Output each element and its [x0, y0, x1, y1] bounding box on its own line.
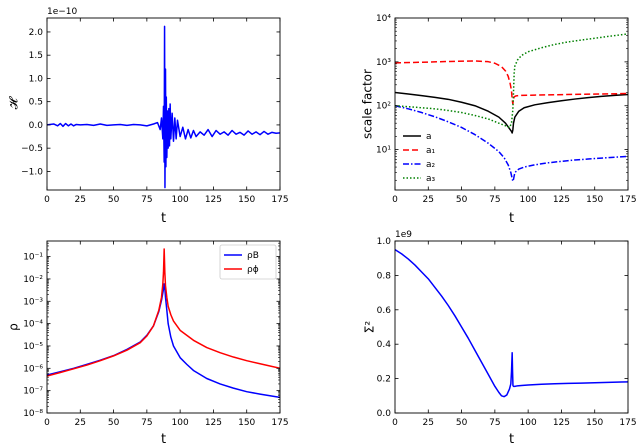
x-tick-label: 25	[75, 418, 86, 428]
y-tick-label: 0.6	[377, 306, 392, 316]
x-axis-title: t	[161, 432, 166, 447]
chart-scale-factors: 0 25 50 75 100 125 150 175 10¹ 10² 10³ 10⁴ t scale fa…	[361, 14, 637, 226]
series-line-4	[395, 33, 628, 129]
x-tick-label: 50	[108, 418, 120, 428]
x-tick-label: 50	[108, 195, 120, 205]
legend: a a₁ a₂ a₃	[403, 132, 436, 184]
plot-frame	[46, 17, 281, 191]
y-tick-label: 10⁻³	[23, 297, 43, 307]
axis-offset-text: 1e9	[395, 230, 412, 240]
y-tick-label: 10⁻⁸	[23, 409, 43, 419]
x-tick-label: 0	[392, 418, 398, 428]
series-line-1	[47, 283, 280, 399]
y-axis-title: Σ²	[363, 321, 377, 334]
legend-label-2: a₁	[426, 146, 436, 156]
x-tick-label: 150	[586, 418, 603, 428]
x-tick-label: 175	[619, 418, 636, 428]
y-tick-label: 10⁻⁴	[23, 320, 43, 330]
x-tick-label: 100	[520, 195, 537, 205]
x-axis-title: t	[161, 211, 166, 226]
x-tick-label: 125	[553, 418, 570, 428]
x-tick-label: 0	[44, 195, 50, 205]
x-tick-label: 50	[456, 418, 468, 428]
y-tick-label: 10¹	[376, 146, 391, 156]
x-tick-label: 175	[619, 195, 636, 205]
x-axis-title: t	[509, 211, 514, 226]
x-tick-label: 150	[586, 195, 603, 205]
y-tick-label: 0.8	[377, 271, 392, 281]
y-tick-label: 10³	[376, 58, 391, 68]
x-tick-label: 100	[520, 418, 537, 428]
x-tick-label: 100	[172, 418, 189, 428]
x-tick-label: 100	[172, 195, 189, 205]
chart-energy-density: 0 25 50 75 100 125 150 175 10⁻⁸ 10⁻⁷ 10⁻⁶ 10⁻⁵ 10⁻⁴ 1…	[7, 240, 289, 447]
legend-label-1: ρB	[247, 251, 259, 261]
y-tick-label: 0.0	[377, 409, 392, 419]
y-tick-label: 10⁻⁷	[23, 387, 43, 397]
x-tick-label: 175	[271, 418, 288, 428]
y-tick-label: 0.2	[377, 375, 391, 385]
y-tick-label: 0.4	[377, 340, 392, 350]
y-tick-label: 10⁻⁵	[23, 342, 43, 352]
y-tick-label: 1.0	[377, 237, 392, 247]
x-tick-label: 0	[44, 418, 50, 428]
x-tick-label: 75	[489, 195, 500, 205]
x-tick-label: 125	[205, 418, 222, 428]
y-tick-label: 10²	[376, 102, 391, 112]
series-line-3	[395, 105, 628, 182]
legend-box	[219, 244, 277, 280]
x-tick-label: 75	[141, 418, 152, 428]
y-tick-label: 0.5	[29, 98, 43, 108]
y-tick-label: 1.5	[29, 51, 43, 61]
y-tick-label: 2.0	[29, 28, 44, 38]
series-line-2	[395, 60, 628, 105]
series-line-1	[395, 91, 628, 134]
x-tick-label: 175	[271, 195, 288, 205]
chart-hamiltonian: 0 25 50 75 100 125 150 175 −1.0 −0.5 0.0 0.5 1.0 1.5 2…	[7, 7, 289, 226]
y-axis-title: 𝓗	[7, 95, 21, 109]
legend-label-3: a₂	[426, 160, 436, 170]
x-tick-label: 125	[205, 195, 222, 205]
legend-label-4: a₃	[426, 174, 436, 184]
x-tick-label: 50	[456, 195, 468, 205]
x-tick-label: 75	[141, 195, 152, 205]
x-tick-label: 25	[423, 195, 434, 205]
plot-frame	[394, 17, 629, 191]
legend-label-1: a	[426, 132, 432, 142]
x-tick-label: 150	[238, 418, 255, 428]
x-axis-title: t	[509, 432, 514, 447]
x-tick-label: 0	[392, 195, 398, 205]
series-line-1	[47, 25, 280, 189]
y-tick-label: 10⁻²	[23, 275, 43, 285]
y-axis-title: scale factor	[361, 69, 375, 139]
x-tick-label: 25	[75, 195, 86, 205]
x-tick-label: 150	[238, 195, 255, 205]
y-tick-label: −1.0	[21, 167, 43, 177]
y-tick-label: −0.5	[21, 144, 43, 154]
x-tick-label: 125	[553, 195, 570, 205]
y-tick-label: 10⁻⁶	[23, 364, 43, 374]
y-tick-label: 0.0	[29, 121, 44, 131]
x-tick-label: 25	[423, 418, 434, 428]
series-line-2	[47, 248, 280, 377]
chart-shear: 0 25 50 75 100 125 150 175 0.0 0.2 0.4 0.6 0.8 1.0 t Σ²…	[363, 230, 637, 447]
x-tick-label: 75	[489, 418, 500, 428]
y-axis-title: ρ	[7, 323, 21, 331]
legend: ρB ρϕ	[219, 244, 277, 280]
axis-offset-text: 1e−10	[47, 7, 78, 17]
series-line-1	[395, 248, 628, 398]
legend-label-2: ρϕ	[247, 265, 259, 275]
y-tick-label: 10⁴	[376, 14, 391, 24]
plot-frame	[394, 240, 629, 414]
y-tick-label: 10⁻¹	[23, 253, 43, 263]
y-tick-label: 1.0	[29, 74, 44, 84]
